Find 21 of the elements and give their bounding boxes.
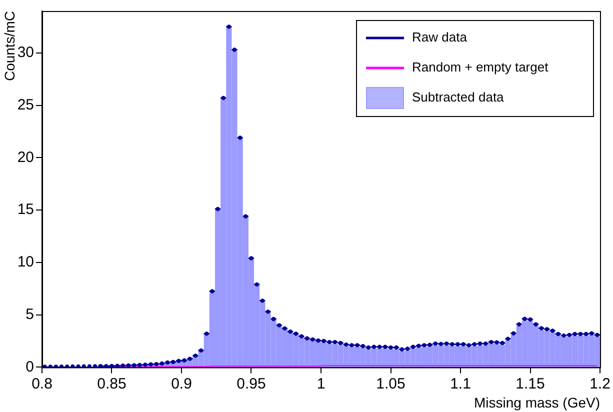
- y-tick-label: 25: [17, 96, 34, 114]
- y-tick-label: 0: [26, 358, 34, 376]
- x-tick-label: 0.9: [171, 375, 192, 392]
- x-tick-label: 1: [316, 375, 326, 392]
- x-axis-title: Missing mass (GeV): [474, 394, 600, 410]
- x-tick-label: 1.1: [450, 375, 471, 392]
- x-tick-label: 1.2: [590, 375, 610, 392]
- x-tick-label: 0.85: [97, 375, 126, 392]
- y-tick-label: 20: [17, 148, 34, 166]
- x-tick-label: 1.05: [376, 375, 406, 392]
- y-tick-label: 30: [17, 44, 34, 62]
- y-tick-label: 15: [17, 201, 34, 218]
- y-axis-title: Counts/mC: [1, 11, 18, 82]
- x-tick-label: 0.95: [236, 375, 266, 392]
- y-tick-label: 5: [26, 306, 34, 323]
- x-tick-label: 1.15: [516, 375, 545, 392]
- legend-label: Raw data: [412, 30, 468, 45]
- x-tick-label: 0.8: [32, 375, 52, 392]
- y-tick-label: 10: [17, 254, 34, 271]
- legend-label: Subtracted data: [412, 90, 505, 105]
- legend-label: Random + empty target: [412, 60, 549, 75]
